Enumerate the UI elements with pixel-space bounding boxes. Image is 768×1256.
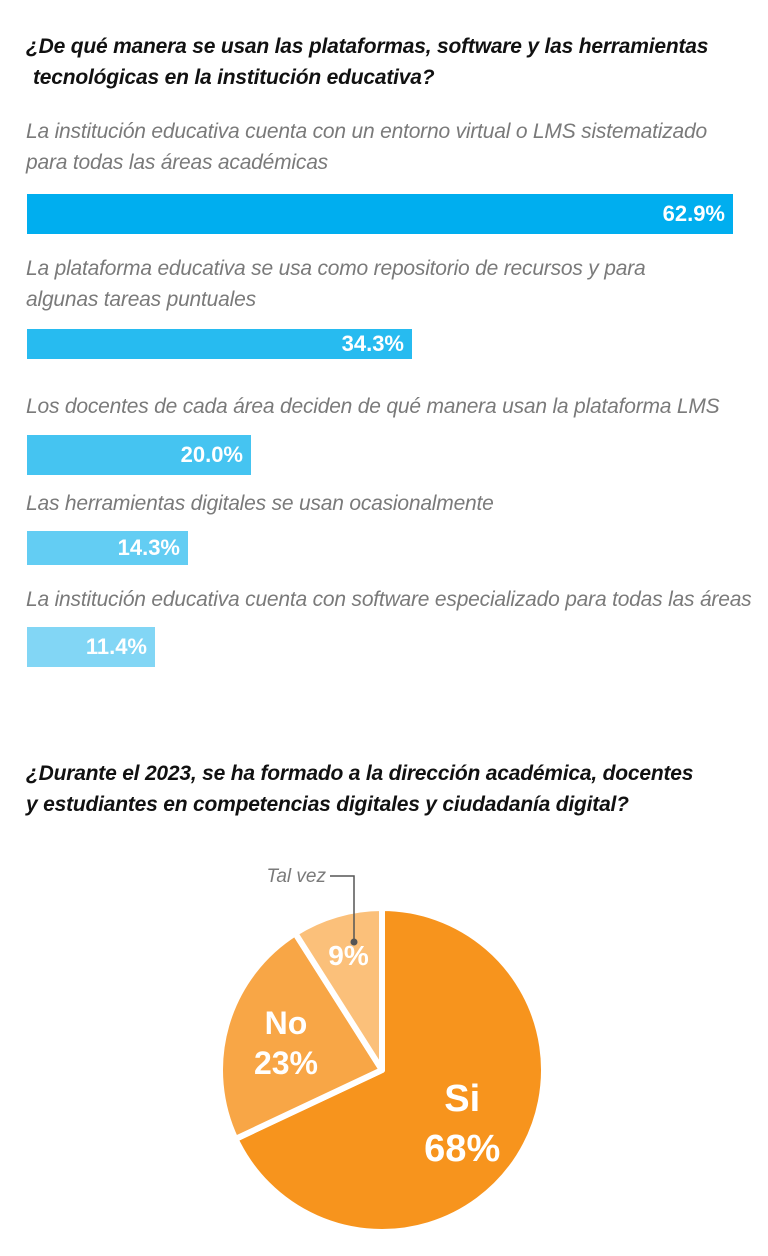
pie-slice-value: 68% (424, 1128, 500, 1170)
pie-slice-label: Si (444, 1078, 480, 1120)
bar-category-label: La plataforma educativa se usa como repo… (26, 253, 646, 315)
bar-chart-title: ¿De qué manera se usan las plataformas, … (26, 31, 708, 93)
bar-category-label-line: La institución educativa cuenta con un e… (26, 120, 707, 143)
bar-chart-title-line-1: ¿De qué manera se usan las plataformas, … (26, 35, 709, 58)
bar-category-label-line: La institución educativa cuenta con soft… (26, 588, 752, 611)
bar-category-label-line: Las herramientas digitales se usan ocasi… (26, 492, 494, 515)
pie-callout-label: Tal vez (267, 866, 327, 887)
pie-slice-tal-vez (292, 905, 385, 1073)
bar-category-label-line: para todas las áreas académicas (26, 151, 328, 174)
bar: 34.3% (27, 329, 412, 359)
bar-category-label-line: algunas tareas puntuales (26, 288, 256, 311)
bar-value-label: 34.3% (341, 331, 404, 356)
pie-chart-title-line-1: ¿Durante el 2023, se ha formado a la dir… (26, 762, 694, 785)
pie-slice-si (232, 905, 547, 1235)
bar-chart-title-line-2: tecnológicas en la institución educativa… (33, 66, 435, 89)
bar-value-label: 11.4% (85, 634, 147, 659)
bar-category-label: Los docentes de cada área deciden de qué… (26, 391, 720, 422)
pie-callout-dot (350, 938, 358, 946)
bar: 14.3% (27, 531, 188, 565)
pie-chart-title-line-2: y estudiantes en competencias digitales … (26, 793, 629, 816)
bar-category-label: La institución educativa cuenta con un e… (26, 116, 707, 178)
bar: 20.0% (27, 435, 251, 475)
bar-value-label: 20.0% (180, 442, 243, 467)
bar: 11.4% (27, 627, 155, 667)
pie-chart-title: ¿Durante el 2023, se ha formado a la dir… (26, 758, 693, 820)
bar-value-label: 62.9% (662, 201, 725, 226)
pie-callout-leader-line (330, 875, 355, 942)
bar-category-label-line: Los docentes de cada área deciden de qué… (26, 395, 720, 418)
pie-slice-label: No (265, 1005, 308, 1041)
bar-category-label: Las herramientas digitales se usan ocasi… (26, 488, 494, 519)
bar-category-label: La institución educativa cuenta con soft… (26, 584, 752, 615)
pie-slice-value: 9% (328, 940, 369, 971)
pie-slice-value: 23% (254, 1045, 318, 1081)
bar-value-label: 14.3% (117, 535, 180, 560)
bar-category-label-line: La plataforma educativa se usa como repo… (26, 257, 646, 280)
bar: 62.9% (27, 194, 733, 234)
pie-slice-no (217, 930, 385, 1142)
